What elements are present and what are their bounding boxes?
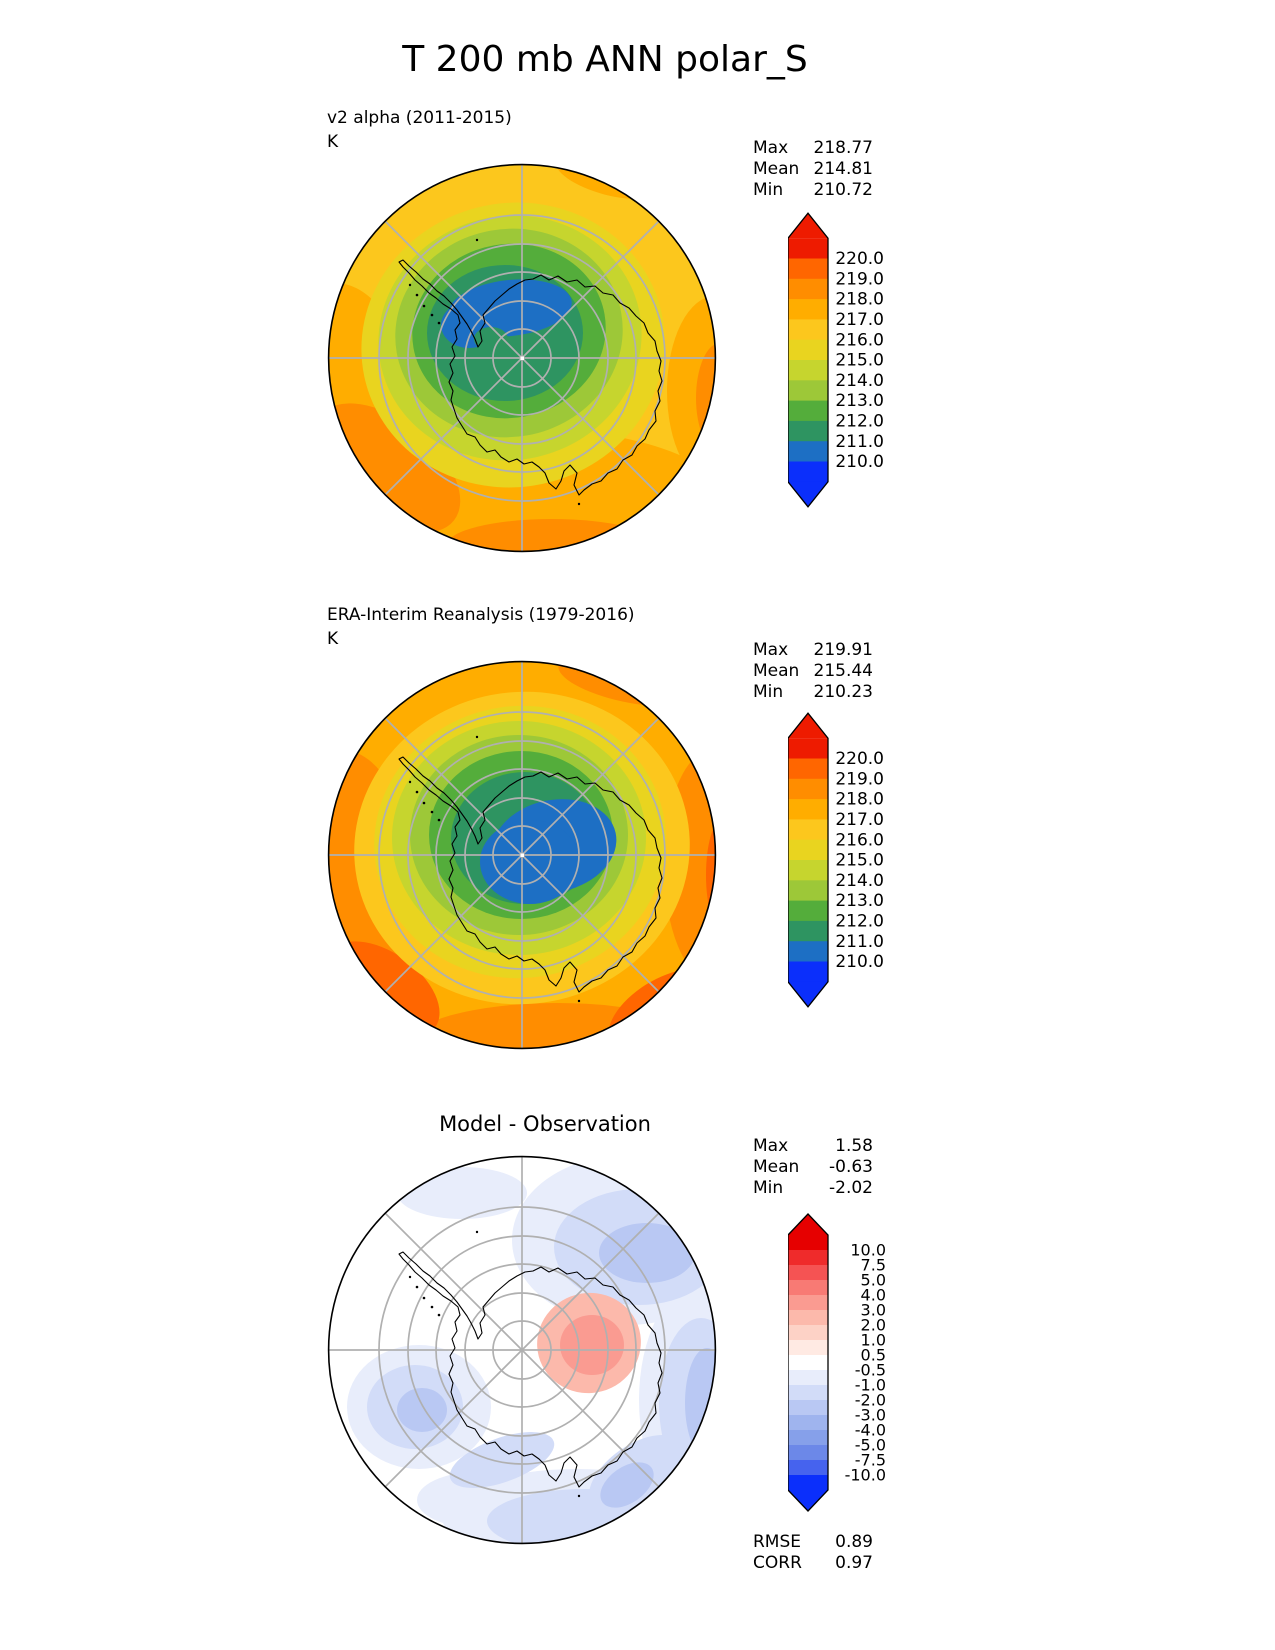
colorbar-tick-label: 220.0 (835, 749, 884, 769)
colorbar-tick-label: 218.0 (835, 290, 884, 310)
model-dataset-name: v2 alpha (2011-2015) (327, 108, 512, 128)
stat-row-max: Max 218.77 (753, 138, 873, 159)
colorbar-tick-label: 213.0 (835, 891, 884, 911)
stat-row-min: Min -2.02 (753, 1178, 873, 1199)
stat-label: Min (753, 180, 784, 200)
colorbar-tick-label: 211.0 (835, 932, 884, 952)
metric-label: CORR (753, 1553, 802, 1573)
colorbar-tick-label: 213.0 (835, 391, 884, 411)
colorbar-tick-label: 215.0 (835, 351, 884, 371)
colorbar-tick-label: 5.0 (861, 1270, 886, 1289)
model-map (327, 163, 717, 553)
stat-row-mean: Mean -0.63 (753, 1157, 873, 1178)
stat-row-max: Max 1.58 (753, 1136, 873, 1157)
stat-value: -0.63 (829, 1157, 873, 1177)
stat-value: 219.91 (813, 640, 873, 660)
colorbar: 220.0219.0218.0217.0216.0215.0214.0213.0… (787, 212, 884, 508)
colorbar-tick-label: -4.0 (855, 1420, 886, 1439)
colorbar: 10.07.55.04.03.02.01.00.5-0.5-1.0-2.0-3.… (787, 1213, 886, 1512)
colorbar-tick-label: 1.0 (861, 1330, 886, 1349)
stat-label: Max (753, 640, 789, 660)
colorbar-tick-label: 220.0 (835, 249, 884, 269)
colorbar-tick-label: 211.0 (835, 432, 884, 452)
difference-colorbar: 10.0 7.5 5.0 4.0 3.0 2.0 1.0 0.5 -0.5 -1.0 -2.0 -3.… (787, 1213, 918, 1516)
colorbar-tick-label: 216.0 (835, 830, 884, 850)
pole-marker (520, 853, 524, 857)
colorbar-tick-label: 210.0 (835, 452, 884, 472)
stat-label: Min (753, 682, 784, 702)
colorbar-tick-label: -1.0 (855, 1375, 886, 1394)
stat-row-max: Max 219.91 (753, 640, 873, 661)
model-panel-label: v2 alpha (2011-2015) K (327, 106, 512, 154)
colorbar-tick-label: 214.0 (835, 871, 884, 891)
temperature-colorbar-model: 220.0 219.0 218.0 217.0 216.0 215.0 214.0 213.0… (787, 212, 918, 512)
stat-label: Mean (753, 159, 800, 179)
stat-row-mean: Mean 215.44 (753, 661, 873, 682)
model-stats: Max 218.77 Mean 214.81 Min 210.72 (753, 138, 873, 201)
colorbar-tick-label: 212.0 (835, 412, 884, 432)
metric-label: RMSE (753, 1532, 802, 1552)
stat-value: 218.77 (813, 138, 873, 158)
stat-label: Max (753, 138, 789, 158)
colorbar-tick-label: -10.0 (845, 1465, 886, 1484)
stat-row-mean: Mean 214.81 (753, 159, 873, 180)
colorbar-tick-label: 210.0 (835, 952, 884, 972)
difference-panel-title: Model - Observation (439, 1112, 651, 1136)
stat-label: Max (753, 1136, 789, 1156)
colorbar-tick-label: 3.0 (861, 1300, 886, 1319)
obs-stats: Max 219.91 Mean 215.44 Min 210.23 (753, 640, 873, 703)
colorbar-tick-label: -0.5 (855, 1360, 886, 1379)
colorbar-tick-label: 218.0 (835, 790, 884, 810)
figure-title: T 200 mb ANN polar_S (402, 39, 808, 80)
stat-label: Mean (753, 661, 800, 681)
colorbar-tick-label: 214.0 (835, 371, 884, 391)
pole-marker (520, 356, 524, 360)
metric-value: 0.89 (835, 1532, 873, 1552)
model-units-label: K (327, 132, 339, 152)
stat-value: 214.81 (813, 159, 873, 179)
difference-map (327, 1155, 717, 1545)
temperature-colorbar-obs: 220.0 219.0 218.0 217.0 216.0 215.0 214.0 213.0… (787, 712, 918, 1012)
colorbar-tick-label: -2.0 (855, 1390, 886, 1409)
colorbar-tick-label: -7.5 (855, 1450, 886, 1469)
colorbar-tick-label: 212.0 (835, 912, 884, 932)
obs-units-label: K (327, 629, 339, 649)
colorbar-tick-label: 216.0 (835, 330, 884, 350)
colorbar-tick-label: 0.5 (861, 1345, 886, 1364)
colorbar-tick-label: 217.0 (835, 310, 884, 330)
stat-row-min: Min 210.72 (753, 180, 873, 201)
colorbar-tick-label: 217.0 (835, 810, 884, 830)
stat-row-min: Min 210.23 (753, 682, 873, 703)
colorbar-tick-label: -5.0 (855, 1435, 886, 1454)
stat-value: 215.44 (813, 661, 873, 681)
metric-value: 0.97 (835, 1553, 873, 1573)
colorbar: 220.0219.0218.0217.0216.0215.0214.0213.0… (787, 712, 884, 1008)
colorbar-tick-label: 219.0 (835, 769, 884, 789)
colorbar-tick-label: 4.0 (861, 1285, 886, 1304)
stat-value: -2.02 (829, 1178, 873, 1198)
colorbar-tick-label: 7.5 (861, 1255, 886, 1274)
difference-stats: Max 1.58 Mean -0.63 Min -2.02 (753, 1136, 873, 1199)
colorbar-tick-label: 215.0 (835, 851, 884, 871)
observation-map (327, 660, 717, 1050)
metric-row-rmse: RMSE 0.89 (753, 1532, 873, 1553)
colorbar-tick-label: 219.0 (835, 269, 884, 289)
colorbar-tick-label: 2.0 (861, 1315, 886, 1334)
stat-value: 210.23 (813, 682, 873, 702)
colorbar-tick-label: -3.0 (855, 1405, 886, 1424)
metric-row-corr: CORR 0.97 (753, 1553, 873, 1574)
colorbar-tick-label: 10.0 (850, 1240, 886, 1259)
stat-label: Min (753, 1178, 784, 1198)
stat-value: 210.72 (813, 180, 873, 200)
difference-metrics: RMSE 0.89 CORR 0.97 (753, 1532, 873, 1574)
stat-value: 1.58 (835, 1136, 873, 1156)
obs-panel-label: ERA-Interim Reanalysis (1979-2016) K (327, 603, 635, 651)
obs-dataset-name: ERA-Interim Reanalysis (1979-2016) (327, 605, 635, 625)
difference-map-fills (329, 1157, 715, 1543)
stat-label: Mean (753, 1157, 800, 1177)
